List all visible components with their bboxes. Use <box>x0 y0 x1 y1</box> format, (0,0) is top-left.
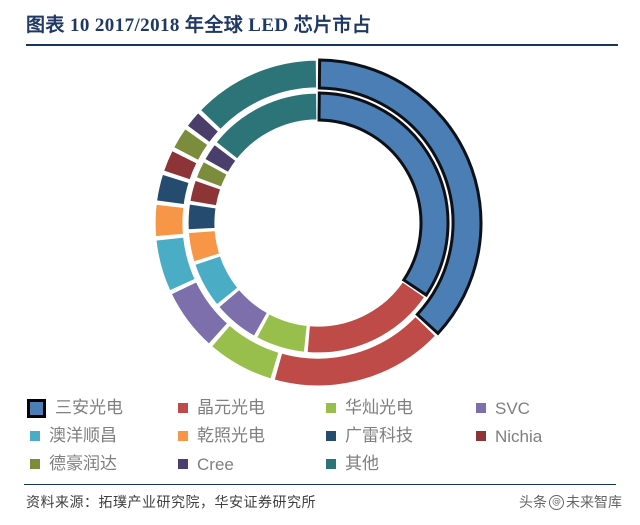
donut-slice[interactable] <box>317 58 483 336</box>
legend-label: 广雷科技 <box>345 425 413 446</box>
watermark-at-icon: @ <box>549 494 564 510</box>
legend-label: 乾照光电 <box>197 425 265 446</box>
donut-slice[interactable] <box>217 288 269 338</box>
donut-slice[interactable] <box>317 91 450 298</box>
legend-swatch-icon <box>476 431 486 441</box>
legend-label: 晶元光电 <box>197 397 265 418</box>
legend-swatch-icon <box>326 403 336 413</box>
page-title: 图表 10 2017/2018 年全球 LED 芯片市占 <box>26 15 372 36</box>
legend-item[interactable]: 其他 <box>326 450 476 478</box>
legend-item[interactable]: 德豪润达 <box>30 450 178 478</box>
legend-label: 华灿光电 <box>345 397 413 418</box>
donut-chart <box>0 50 640 390</box>
footer-divider <box>24 484 616 485</box>
legend-item[interactable]: 晶元光电 <box>178 394 326 422</box>
legend-swatch-icon <box>326 431 336 441</box>
donut-slice[interactable] <box>255 312 308 353</box>
legend-swatch-icon <box>27 398 46 418</box>
legend-label: 三安光电 <box>55 397 123 418</box>
donut-slice[interactable] <box>195 160 229 188</box>
legend-swatch-icon <box>178 459 188 469</box>
legend-label: Cree <box>197 454 234 474</box>
legend-swatch-icon <box>476 403 486 413</box>
legend-item[interactable]: 三安光电 <box>27 394 178 422</box>
donut-slice[interactable] <box>273 315 437 387</box>
legend-item[interactable]: 乾照光电 <box>178 422 326 450</box>
legend-label: 德豪润达 <box>49 453 117 474</box>
donut-slice[interactable] <box>210 324 280 380</box>
watermark: 头条 @ 未来智库 <box>519 492 622 512</box>
legend-label: Nichia <box>495 426 543 446</box>
legend-item[interactable]: 华灿光电 <box>326 394 476 422</box>
donut-ring-inner-2017 <box>187 91 450 354</box>
legend-swatch-icon <box>178 403 188 413</box>
legend-label: 澳洋顺昌 <box>49 425 117 446</box>
donut-slice[interactable] <box>170 280 229 346</box>
legend-swatch-icon <box>30 459 40 469</box>
watermark-right-text: 未来智库 <box>566 495 622 511</box>
source-note: 资料来源：拓璞产业研究院，华安证券研究所 <box>26 495 316 511</box>
donut-slice[interactable] <box>186 111 220 144</box>
legend-swatch-icon <box>326 459 336 469</box>
donut-slice[interactable] <box>199 59 318 131</box>
donut-slice[interactable] <box>162 149 198 181</box>
donut-slice[interactable] <box>215 92 318 160</box>
legend-item[interactable]: 澳洋顺昌 <box>30 422 178 450</box>
donut-slice[interactable] <box>155 173 190 206</box>
watermark-left-text: 头条 <box>519 495 547 511</box>
donut-ring-outer-2018 <box>154 58 483 387</box>
donut-slice[interactable] <box>155 236 197 292</box>
legend-label: SVC <box>495 398 530 418</box>
donut-slice[interactable] <box>187 229 221 263</box>
legend-item[interactable]: SVC <box>476 394 616 422</box>
legend-swatch-icon <box>30 431 40 441</box>
legend-item[interactable]: 广雷科技 <box>326 422 476 450</box>
donut-slice[interactable] <box>189 179 222 207</box>
legend-label: 其他 <box>345 453 379 474</box>
donut-slice[interactable] <box>203 143 237 174</box>
footer: 资料来源：拓璞产业研究院，华安证券研究所 头条 @ 未来智库 <box>26 492 622 512</box>
legend-item[interactable]: Cree <box>178 450 326 478</box>
legend-swatch-icon <box>178 431 188 441</box>
legend-item[interactable]: Nichia <box>476 422 616 450</box>
donut-slice[interactable] <box>306 280 426 354</box>
donut-slice[interactable] <box>194 255 239 306</box>
chart-legend: 三安光电 晶元光电 华灿光电 SVC 澳洋顺昌 乾照光电 广雷科技 Nichia 德豪润达 Cre… <box>27 394 620 478</box>
donut-slice[interactable] <box>154 203 185 238</box>
donut-chart-svg <box>154 58 483 387</box>
donut-slice[interactable] <box>172 127 209 162</box>
title-divider <box>26 43 618 46</box>
donut-slice[interactable] <box>187 203 217 231</box>
title-block: 图表 10 2017/2018 年全球 LED 芯片市占 <box>0 0 640 46</box>
